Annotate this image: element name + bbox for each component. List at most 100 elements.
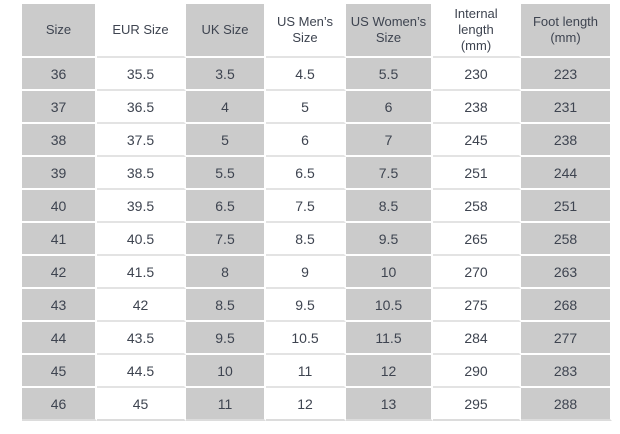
header-row: Size EUR Size UK Size US Men’s Size US Women… bbox=[22, 4, 612, 58]
table-cell: 10 bbox=[186, 355, 266, 388]
table-cell: 223 bbox=[521, 58, 612, 91]
table-cell: 44.5 bbox=[97, 355, 186, 388]
table-row: 42 41.5 8 9 10 270 263 bbox=[22, 256, 612, 289]
table-cell: 9.5 bbox=[186, 322, 266, 355]
table-row: 44 43.5 9.5 10.5 11.5 284 277 bbox=[22, 322, 612, 355]
table-cell: 295 bbox=[433, 388, 521, 421]
table-cell: 10.5 bbox=[346, 289, 433, 322]
table-cell: 231 bbox=[521, 91, 612, 124]
table-cell: 40.5 bbox=[97, 223, 186, 256]
table-body: 36 35.5 3.5 4.5 5.5 230 223 37 36.5 4 5 6 238 231 38 37… bbox=[22, 58, 612, 421]
table-cell: 277 bbox=[521, 322, 612, 355]
table-cell: 42 bbox=[97, 289, 186, 322]
size-chart-table: Size EUR Size UK Size US Men’s Size US Women… bbox=[22, 4, 612, 421]
column-header: EUR Size bbox=[97, 4, 186, 58]
table-cell: 6.5 bbox=[266, 157, 346, 190]
table-row: 38 37.5 5 6 7 245 238 bbox=[22, 124, 612, 157]
table-row: 37 36.5 4 5 6 238 231 bbox=[22, 91, 612, 124]
table-cell: 9.5 bbox=[346, 223, 433, 256]
table-cell: 43.5 bbox=[97, 322, 186, 355]
table-cell: 39 bbox=[22, 157, 97, 190]
table-cell: 42 bbox=[22, 256, 97, 289]
table-cell: 238 bbox=[433, 91, 521, 124]
column-header: Foot length (mm) bbox=[521, 4, 612, 58]
table-row: 43 42 8.5 9.5 10.5 275 268 bbox=[22, 289, 612, 322]
table-cell: 268 bbox=[521, 289, 612, 322]
table-cell: 12 bbox=[266, 388, 346, 421]
table-cell: 5 bbox=[266, 91, 346, 124]
table-cell: 284 bbox=[433, 322, 521, 355]
table-cell: 6 bbox=[346, 91, 433, 124]
table-cell: 11 bbox=[186, 388, 266, 421]
table-cell: 5 bbox=[186, 124, 266, 157]
table-cell: 265 bbox=[433, 223, 521, 256]
table-cell: 45 bbox=[97, 388, 186, 421]
table-cell: 45 bbox=[22, 355, 97, 388]
table-cell: 44 bbox=[22, 322, 97, 355]
table-cell: 43 bbox=[22, 289, 97, 322]
table-cell: 38.5 bbox=[97, 157, 186, 190]
table-cell: 244 bbox=[521, 157, 612, 190]
table-cell: 39.5 bbox=[97, 190, 186, 223]
table-cell: 7 bbox=[346, 124, 433, 157]
table-cell: 35.5 bbox=[97, 58, 186, 91]
table-cell: 4.5 bbox=[266, 58, 346, 91]
table-cell: 11 bbox=[266, 355, 346, 388]
table-cell: 9 bbox=[266, 256, 346, 289]
table-cell: 36 bbox=[22, 58, 97, 91]
table-cell: 290 bbox=[433, 355, 521, 388]
table-cell: 12 bbox=[346, 355, 433, 388]
table-cell: 5.5 bbox=[186, 157, 266, 190]
table-cell: 6 bbox=[266, 124, 346, 157]
table-cell: 41.5 bbox=[97, 256, 186, 289]
table-row: 45 44.5 10 11 12 290 283 bbox=[22, 355, 612, 388]
table-cell: 270 bbox=[433, 256, 521, 289]
table-cell: 9.5 bbox=[266, 289, 346, 322]
table-cell: 230 bbox=[433, 58, 521, 91]
table-cell: 38 bbox=[22, 124, 97, 157]
table-cell: 3.5 bbox=[186, 58, 266, 91]
table-cell: 263 bbox=[521, 256, 612, 289]
column-header: Internal length (mm) bbox=[433, 4, 521, 58]
table-cell: 13 bbox=[346, 388, 433, 421]
table-cell: 36.5 bbox=[97, 91, 186, 124]
table-cell: 46 bbox=[22, 388, 97, 421]
table-cell: 10.5 bbox=[266, 322, 346, 355]
table-cell: 4 bbox=[186, 91, 266, 124]
column-header: US Men’s Size bbox=[266, 4, 346, 58]
table-cell: 40 bbox=[22, 190, 97, 223]
table-row: 41 40.5 7.5 8.5 9.5 265 258 bbox=[22, 223, 612, 256]
table-cell: 7.5 bbox=[186, 223, 266, 256]
column-header: US Women’s Size bbox=[346, 4, 433, 58]
table-cell: 7.5 bbox=[346, 157, 433, 190]
column-header: Size bbox=[22, 4, 97, 58]
table-cell: 41 bbox=[22, 223, 97, 256]
table-cell: 11.5 bbox=[346, 322, 433, 355]
table-cell: 7.5 bbox=[266, 190, 346, 223]
table-cell: 258 bbox=[433, 190, 521, 223]
table-cell: 10 bbox=[346, 256, 433, 289]
table-cell: 5.5 bbox=[346, 58, 433, 91]
table-cell: 251 bbox=[433, 157, 521, 190]
table-cell: 251 bbox=[521, 190, 612, 223]
table-cell: 238 bbox=[521, 124, 612, 157]
table-cell: 37.5 bbox=[97, 124, 186, 157]
table-row: 40 39.5 6.5 7.5 8.5 258 251 bbox=[22, 190, 612, 223]
table-row: 36 35.5 3.5 4.5 5.5 230 223 bbox=[22, 58, 612, 91]
table-cell: 245 bbox=[433, 124, 521, 157]
table-cell: 37 bbox=[22, 91, 97, 124]
table-cell: 8.5 bbox=[346, 190, 433, 223]
column-header: UK Size bbox=[186, 4, 266, 58]
table-row: 46 45 11 12 13 295 288 bbox=[22, 388, 612, 421]
table-cell: 8.5 bbox=[186, 289, 266, 322]
table-cell: 288 bbox=[521, 388, 612, 421]
table-cell: 8.5 bbox=[266, 223, 346, 256]
table-cell: 6.5 bbox=[186, 190, 266, 223]
table-cell: 8 bbox=[186, 256, 266, 289]
table-cell: 275 bbox=[433, 289, 521, 322]
table-row: 39 38.5 5.5 6.5 7.5 251 244 bbox=[22, 157, 612, 190]
table-header: Size EUR Size UK Size US Men’s Size US Women… bbox=[22, 4, 612, 58]
table-cell: 283 bbox=[521, 355, 612, 388]
table-cell: 258 bbox=[521, 223, 612, 256]
